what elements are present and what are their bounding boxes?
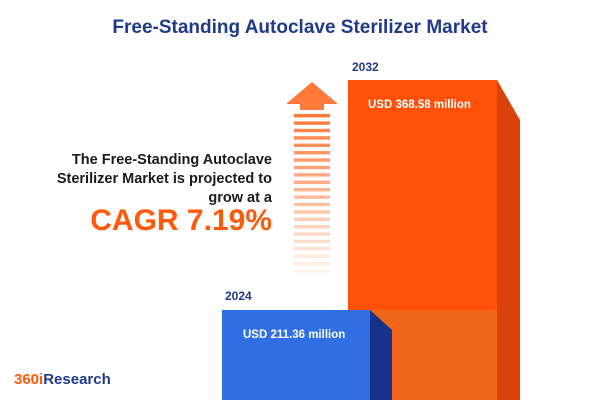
arrow-stripe	[294, 247, 330, 251]
summary-line: grow at a	[208, 190, 273, 206]
arrow-stripe	[294, 173, 330, 177]
arrow-stripe	[294, 239, 330, 244]
arrow-stripe	[294, 158, 330, 162]
arrow-stripe	[294, 165, 330, 170]
summary-line: The Free-Standing Autoclave	[72, 152, 272, 168]
arrow-stripe	[294, 143, 330, 147]
arrow-stripe	[294, 210, 330, 214]
arrow-stripe	[294, 188, 330, 192]
arrow-stripe	[294, 180, 330, 184]
arrow-stripe	[294, 121, 330, 125]
value-label: USD 211.36 million	[243, 329, 345, 341]
arrow-stripe	[294, 269, 330, 273]
logo: 360iResearch	[14, 371, 111, 388]
year-label: 2024	[225, 289, 252, 303]
arrow-stripe	[294, 151, 330, 155]
arrow-stripe	[294, 217, 330, 221]
arrow-stripe	[294, 128, 330, 133]
arrow-stripe	[294, 225, 330, 229]
logo-accent: 360i	[14, 371, 43, 388]
arrow-stripe	[294, 114, 330, 118]
year-label: 2032	[352, 60, 379, 74]
arrow-stripe	[294, 232, 330, 236]
arrow-stripe	[294, 254, 330, 258]
summary-line: Sterilizer Market is projected to	[57, 171, 272, 187]
cagr: CAGR 7.19%	[90, 204, 272, 237]
bar-2024	[222, 310, 392, 400]
arrow-stripe	[294, 195, 330, 199]
logo-rest: Research	[43, 371, 111, 388]
arrow-stripe	[294, 262, 330, 266]
value-label: USD 368.58 million	[368, 99, 471, 111]
title: Free-Standing Autoclave Sterilizer Marke…	[112, 17, 488, 38]
growth-arrow	[286, 82, 338, 273]
arrow-stripe	[294, 202, 330, 207]
arrow-stripe	[294, 136, 330, 140]
